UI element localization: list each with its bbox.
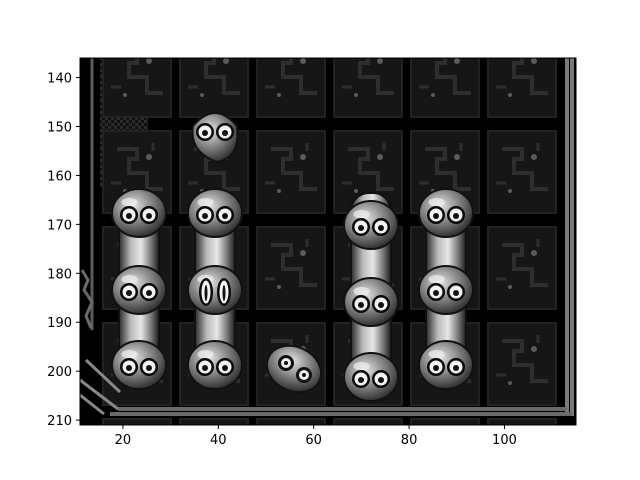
blob-col1-top-icon[interactable]: [191, 112, 239, 164]
frame-bottom: [110, 407, 572, 416]
maze-pattern-tile-icon: [487, 58, 557, 118]
maze-pattern-tile-icon: [487, 130, 557, 214]
maze-pattern-tile-icon: [179, 418, 249, 425]
blob-col4-chain-icon[interactable]: [418, 188, 474, 390]
x-tick-label: 80: [401, 433, 418, 448]
tile-grid: [102, 0, 557, 425]
x-tick-label: 20: [115, 433, 132, 448]
y-tick-label: 210: [47, 414, 72, 429]
blob-col1-chain-icon[interactable]: [187, 188, 243, 390]
maze-pattern-tile-icon: [257, 0, 325, 21]
y-tick-label: 160: [47, 169, 72, 184]
frame-right: [565, 58, 574, 416]
maze-pattern-tile-icon: [256, 130, 326, 214]
maze-pattern-tile-icon: [103, 0, 171, 21]
blob-col2-small-icon[interactable]: [259, 337, 328, 401]
y-tick-label: 150: [47, 121, 72, 136]
game-image: [80, 0, 576, 425]
blob-col0-chain-icon[interactable]: [111, 188, 167, 390]
maze-pattern-tile-icon: [333, 58, 403, 118]
maze-pattern-tile-icon: [487, 418, 557, 425]
blob-layer: [111, 112, 474, 402]
maze-pattern-tile-icon: [333, 418, 403, 425]
maze-pattern-tile-icon: [410, 418, 480, 425]
blob-col3-chain-icon[interactable]: [343, 192, 399, 402]
y-tick-label: 170: [47, 218, 72, 233]
x-axis: 20 40 60 80 100: [115, 425, 517, 448]
maze-pattern-tile-icon: [411, 0, 479, 21]
x-tick-label: 60: [305, 433, 322, 448]
maze-pattern-tile-icon: [180, 0, 248, 21]
frame-corner-diagonal: [80, 358, 122, 416]
maze-pattern-tile-icon: [256, 58, 326, 118]
x-tick-label: 40: [210, 433, 227, 448]
y-tick-label: 190: [47, 316, 72, 331]
y-tick-label: 200: [47, 365, 72, 380]
maze-pattern-tile-icon: [179, 58, 249, 118]
y-tick-label: 180: [47, 267, 72, 282]
maze-pattern-tile-icon: [256, 226, 326, 310]
maze-pattern-tile-icon: [488, 0, 556, 21]
maze-pattern-tile-icon: [256, 418, 326, 425]
maze-pattern-tile-icon: [410, 58, 480, 118]
maze-pattern-tile-icon: [487, 322, 557, 406]
maze-pattern-tile-icon: [334, 0, 402, 21]
rubble-left: [80, 269, 94, 329]
x-tick-label: 100: [492, 433, 517, 448]
maze-pattern-tile-icon: [102, 58, 172, 118]
maze-pattern-tile-icon: [102, 418, 172, 425]
y-axis: 140 150 160 170 180 190 200 210: [47, 72, 80, 429]
maze-pattern-tile-icon: [487, 226, 557, 310]
axes-frame: [79, 57, 577, 426]
y-tick-label: 140: [47, 72, 72, 87]
